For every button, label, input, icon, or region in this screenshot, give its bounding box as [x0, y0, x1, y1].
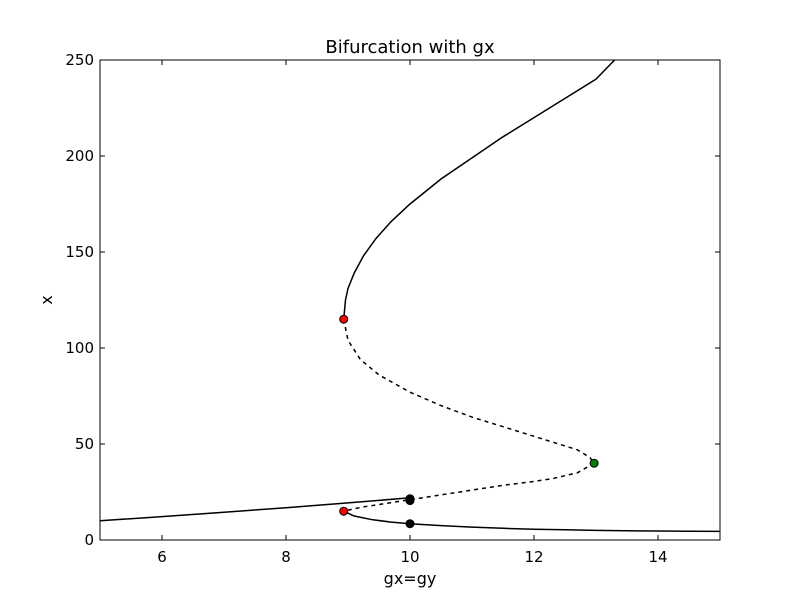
curve-1-dashed — [342, 319, 595, 464]
plot-frame — [99, 59, 721, 541]
bifurcation-point-4 — [405, 496, 415, 506]
y-tick-label: 200 — [65, 147, 94, 165]
curve-3-solid — [343, 510, 721, 533]
bifurcation-point-1 — [339, 506, 349, 516]
y-tick-label: 0 — [84, 531, 94, 549]
y-tick-label: 100 — [65, 339, 94, 357]
ticks-layer: 6 8 10 12 14 0 50 100 150 200 250 — [65, 51, 720, 566]
x-tick-label: 12 — [524, 548, 543, 566]
x-tick-label: 10 — [400, 548, 419, 566]
bifurcation-point-5 — [405, 519, 415, 529]
bifurcation-point-0 — [339, 314, 349, 324]
x-axis-label: gx=gy — [384, 569, 437, 588]
x-tick-label: 8 — [281, 548, 291, 566]
curve-2-dashed — [343, 462, 595, 512]
curve-4-solid — [99, 497, 411, 522]
y-tick-label: 50 — [75, 435, 94, 453]
y-tick-label: 150 — [65, 243, 94, 261]
curve-0-solid — [342, 59, 616, 320]
markers-layer — [339, 314, 599, 529]
curves-layer — [99, 59, 721, 533]
bifurcation-point-2 — [589, 458, 599, 468]
x-tick-label: 6 — [157, 548, 167, 566]
y-tick-label: 250 — [65, 51, 94, 69]
x-tick-label: 14 — [648, 548, 667, 566]
chart-title: Bifurcation with gx — [325, 37, 495, 58]
y-axis-label: x — [37, 295, 56, 304]
